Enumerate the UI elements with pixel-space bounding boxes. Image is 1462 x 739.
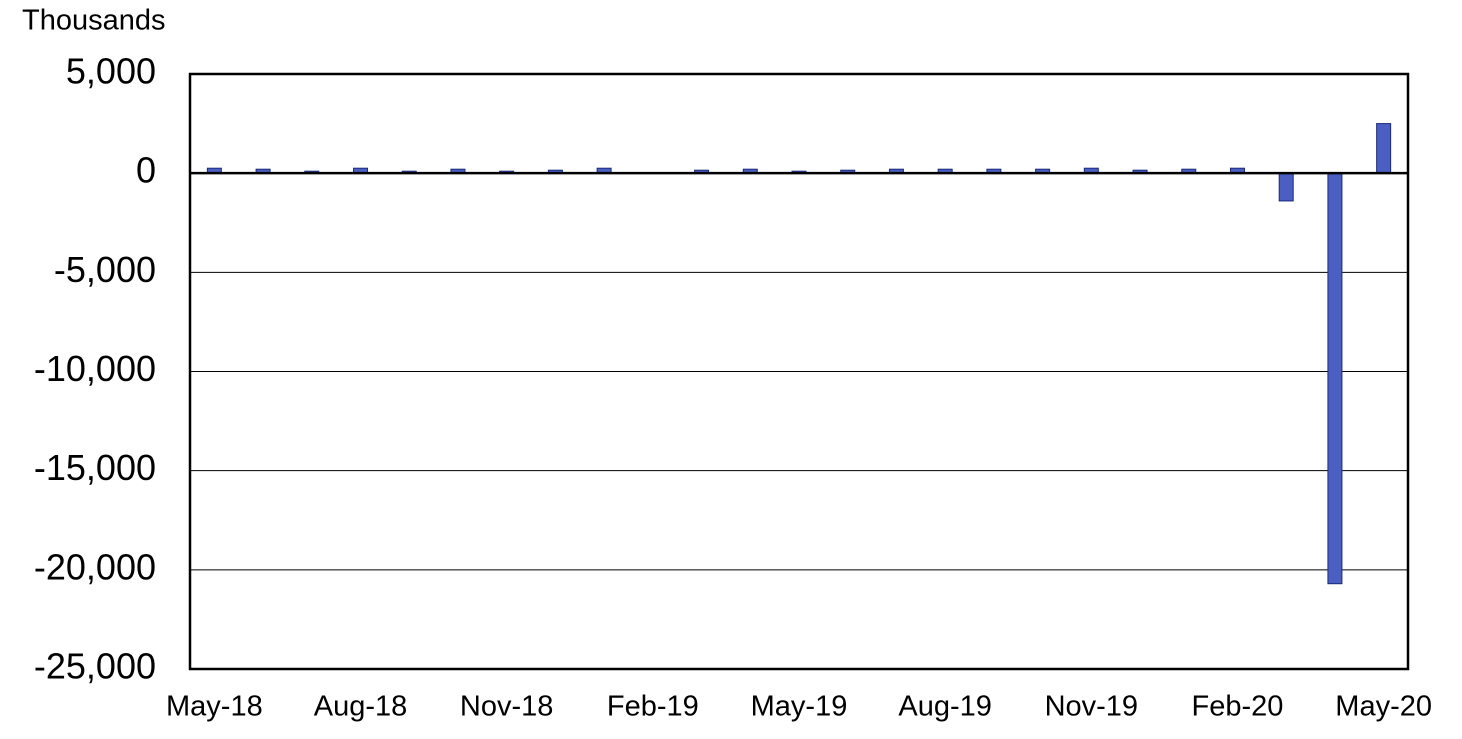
bar [1278,172,1294,202]
y-axis-label: Thousands [22,5,166,37]
y-tick-label: -25,000 [34,646,156,687]
y-tick-label: -20,000 [34,546,156,587]
y-tick-label: -10,000 [34,348,156,389]
x-tick-label: Feb-20 [1192,691,1284,723]
y-tick-label: 0 [136,150,156,191]
plot-border [188,72,1410,671]
x-tick-label: Feb-19 [607,691,699,723]
x-tick-label: May-19 [751,691,848,723]
x-tick-label: Nov-18 [460,691,554,723]
x-tick-label: Aug-18 [314,691,408,723]
x-tick-label: May-20 [1335,691,1432,723]
bar [1327,172,1343,585]
x-tick-label: Aug-19 [898,691,992,723]
y-tick-label: -15,000 [34,447,156,488]
bar [1376,123,1392,174]
x-tick-label: Nov-19 [1045,691,1139,723]
x-tick-label: May-18 [166,691,263,723]
y-tick-label: 5,000 [66,51,156,92]
y-tick-label: -5,000 [54,249,156,290]
